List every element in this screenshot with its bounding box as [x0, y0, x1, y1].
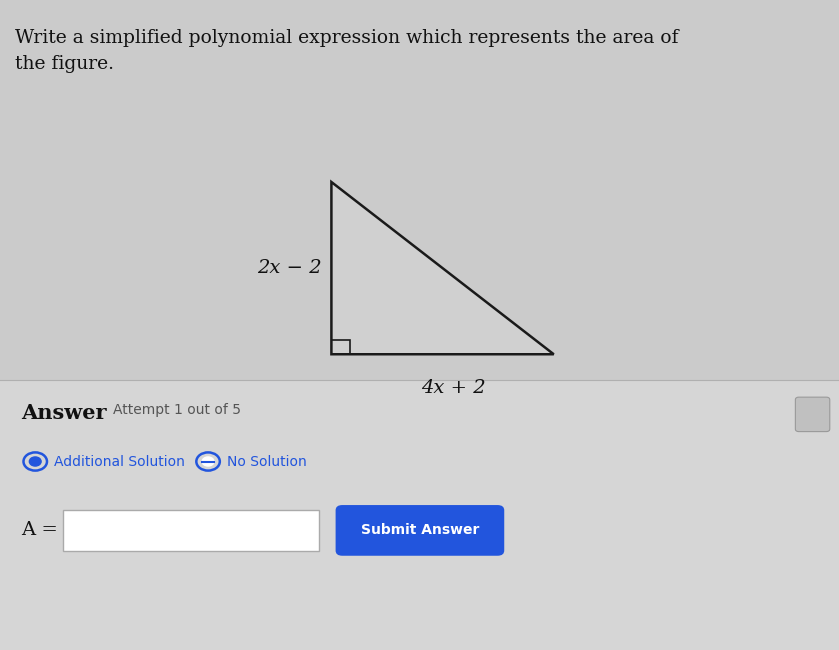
FancyBboxPatch shape [795, 397, 830, 432]
Text: Additional Solution: Additional Solution [54, 454, 185, 469]
Text: No Solution: No Solution [227, 454, 306, 469]
Text: the figure.: the figure. [15, 55, 114, 73]
Text: Submit Answer: Submit Answer [361, 523, 479, 538]
Circle shape [202, 457, 214, 466]
Text: 4x + 2: 4x + 2 [421, 379, 486, 397]
Text: Attempt 1 out of 5: Attempt 1 out of 5 [113, 403, 242, 417]
Text: Write a simplified polynomial expression which represents the area of: Write a simplified polynomial expression… [15, 29, 679, 47]
Circle shape [29, 457, 41, 466]
FancyBboxPatch shape [63, 510, 319, 551]
Text: Answer: Answer [21, 403, 107, 423]
Bar [0, 380, 839, 650]
Bar [0, 0, 839, 380]
FancyBboxPatch shape [336, 505, 504, 556]
Polygon shape [331, 182, 554, 354]
Text: 2x − 2: 2x − 2 [257, 259, 321, 277]
Text: A =: A = [21, 521, 58, 539]
